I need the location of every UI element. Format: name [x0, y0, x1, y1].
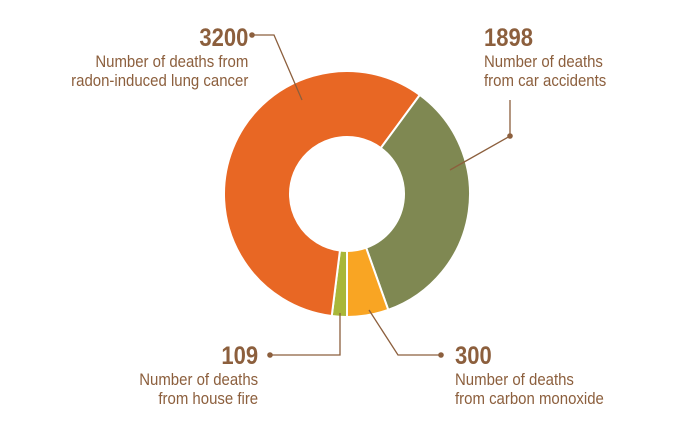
label-house-line1: Number of deaths — [139, 370, 258, 389]
slice-car-accidents — [364, 93, 471, 312]
value-radon: 3200 — [199, 24, 248, 52]
label-car: 1898 Number of deaths from car accidents — [484, 24, 606, 90]
leader-car-dot — [507, 133, 513, 139]
leader-carbon-monoxide-dot — [438, 352, 444, 358]
leader-radon-dot — [249, 32, 255, 38]
label-house-fire: 109 Number of deaths from house fire — [139, 342, 258, 408]
leader-carbon-monoxide — [368, 309, 441, 356]
leader-radon — [252, 34, 303, 101]
label-car-line2: from car accidents — [484, 71, 607, 90]
value-carbon-monoxide: 300 — [455, 342, 492, 370]
label-radon-line1: Number of deaths from — [95, 52, 248, 71]
label-radon-line2: radon-induced lung cancer — [70, 71, 248, 90]
slice-radon — [223, 70, 422, 318]
label-house-line2: from house fire — [158, 389, 258, 408]
leader-house-fire-dot — [267, 352, 273, 358]
label-carbon-monoxide: 300 Number of deaths from carbon monoxid… — [455, 342, 604, 408]
value-house-fire: 109 — [221, 342, 258, 370]
value-car: 1898 — [484, 24, 533, 52]
label-co-line1: Number of deaths — [455, 370, 574, 389]
slice-carbon-monoxide — [346, 246, 390, 319]
leader-house-fire — [270, 313, 341, 356]
label-radon: 3200 Number of deaths from radon-induced… — [71, 24, 248, 90]
label-co-line2: from carbon monoxide — [455, 389, 604, 408]
label-car-line1: Number of deaths — [484, 52, 603, 71]
